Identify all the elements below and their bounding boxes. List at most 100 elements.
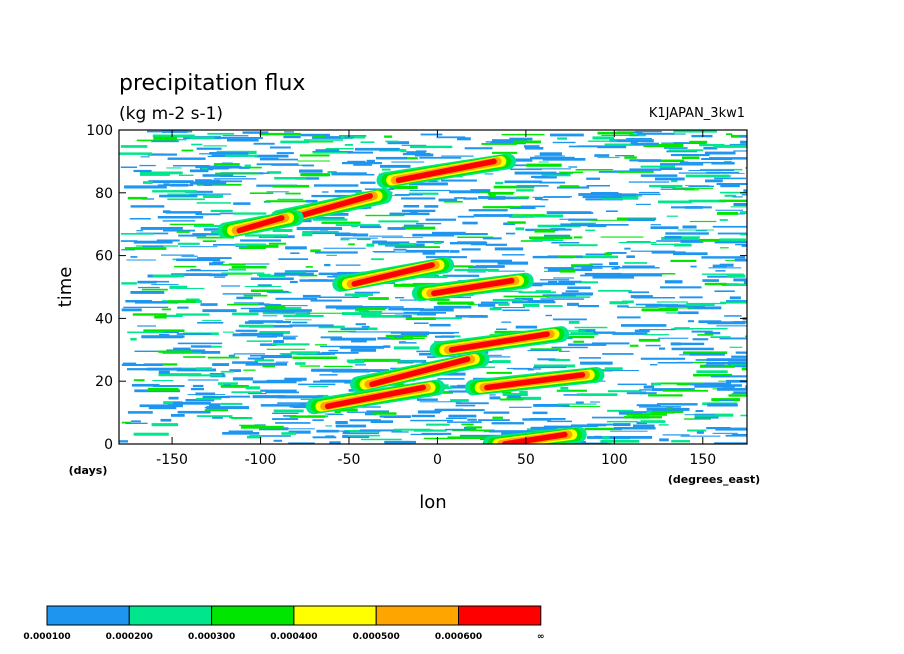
field-cell xyxy=(712,225,747,228)
field-cell xyxy=(720,247,729,249)
field-cell xyxy=(636,203,651,205)
field-cell xyxy=(240,425,284,429)
field-cell xyxy=(568,166,578,168)
field-cell xyxy=(510,207,536,209)
field-cell xyxy=(385,140,399,143)
field-cell xyxy=(125,300,153,303)
field-cell xyxy=(162,220,196,222)
field-cell xyxy=(266,348,306,350)
field-cell xyxy=(634,130,662,133)
field-cell xyxy=(152,385,185,387)
field-cell xyxy=(177,342,223,345)
field-cell xyxy=(633,424,655,428)
field-cell xyxy=(633,142,656,146)
field-cell xyxy=(242,131,269,134)
field-cell xyxy=(570,332,598,335)
field-cell xyxy=(592,275,635,279)
field-cell xyxy=(731,433,747,436)
field-cell xyxy=(151,140,179,143)
field-cell xyxy=(356,308,386,311)
field-cell xyxy=(157,184,194,187)
field-cell xyxy=(592,342,630,345)
field-cell xyxy=(501,133,545,136)
field-cell xyxy=(721,173,745,174)
field-cell xyxy=(335,421,348,424)
field-cell xyxy=(671,328,694,330)
field-cell xyxy=(290,351,320,354)
field-cell xyxy=(534,229,555,233)
field-cell xyxy=(419,156,462,159)
field-cell xyxy=(370,312,415,314)
field-cell xyxy=(712,432,738,434)
field-cell xyxy=(694,415,719,419)
field-cell xyxy=(233,302,265,304)
field-cell xyxy=(740,211,747,214)
field-cell xyxy=(545,314,552,317)
field-cell xyxy=(292,321,308,324)
field-cell xyxy=(735,244,747,246)
field-cell xyxy=(597,145,627,149)
field-cell xyxy=(351,225,359,228)
field-cell xyxy=(470,189,491,193)
field-cell xyxy=(706,427,731,430)
field-cell xyxy=(446,417,467,419)
field-cell xyxy=(403,311,421,314)
field-cell xyxy=(325,425,333,427)
field-cell xyxy=(506,367,532,370)
field-cell xyxy=(312,136,353,139)
field-cell xyxy=(192,233,238,236)
field-cell xyxy=(527,369,534,371)
field-cell xyxy=(335,264,361,266)
field-cell xyxy=(660,273,676,275)
field-streak xyxy=(484,372,586,391)
field-cell xyxy=(665,312,689,314)
field-cell xyxy=(487,192,514,195)
field-cell xyxy=(401,197,436,200)
field-cell xyxy=(203,228,222,231)
field-cell xyxy=(707,275,736,278)
field-cell xyxy=(244,286,282,287)
field-cell xyxy=(695,410,704,412)
field-cell xyxy=(212,261,225,263)
field-cell xyxy=(133,432,169,436)
field-cell xyxy=(306,199,318,203)
field-cell xyxy=(671,179,678,183)
field-cell xyxy=(437,378,465,380)
field-cell xyxy=(394,246,440,248)
field-cell xyxy=(714,442,747,444)
field-cell xyxy=(301,141,334,143)
field-cell xyxy=(220,137,263,139)
field-cell xyxy=(361,325,370,328)
field-cell xyxy=(559,244,598,247)
field-cell xyxy=(740,135,747,138)
field-cell xyxy=(127,368,157,371)
field-cell xyxy=(167,300,196,303)
field-cell xyxy=(222,432,260,435)
field-cell xyxy=(609,301,628,305)
field-cell xyxy=(312,232,351,234)
field-cell xyxy=(573,442,608,444)
field-cell xyxy=(461,248,481,251)
field-cell xyxy=(327,414,344,416)
field-cell xyxy=(258,303,270,306)
field-cell xyxy=(617,171,654,173)
field-cell xyxy=(720,184,740,188)
field-cell xyxy=(254,359,274,362)
field-cell xyxy=(438,296,471,299)
field-cell xyxy=(171,414,185,417)
field-cell xyxy=(704,331,721,335)
field-cell xyxy=(533,366,567,369)
field-cell xyxy=(119,152,153,155)
x-axis-label: lon xyxy=(419,492,446,513)
field-cell xyxy=(534,155,565,157)
field-cell xyxy=(429,298,450,301)
field-cell xyxy=(378,194,410,197)
field-cell xyxy=(233,202,251,205)
field-cell xyxy=(246,340,272,342)
field-cell xyxy=(559,335,595,339)
field-cell xyxy=(168,396,179,400)
field-cell xyxy=(248,320,284,323)
field-cell xyxy=(650,226,679,229)
field-cell xyxy=(349,419,381,422)
field-cell xyxy=(640,165,675,168)
